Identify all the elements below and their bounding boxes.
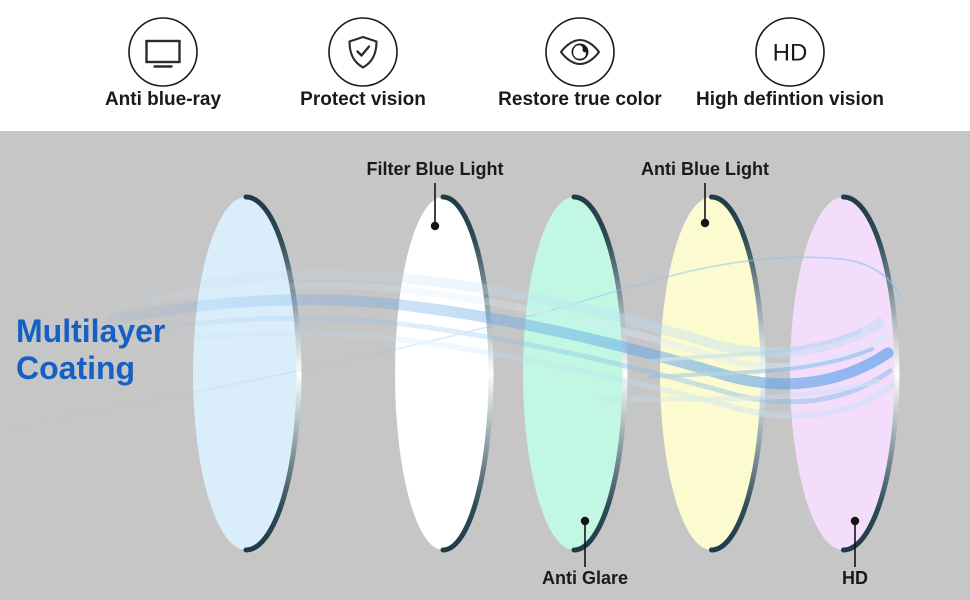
- svg-text:HD: HD: [773, 40, 808, 67]
